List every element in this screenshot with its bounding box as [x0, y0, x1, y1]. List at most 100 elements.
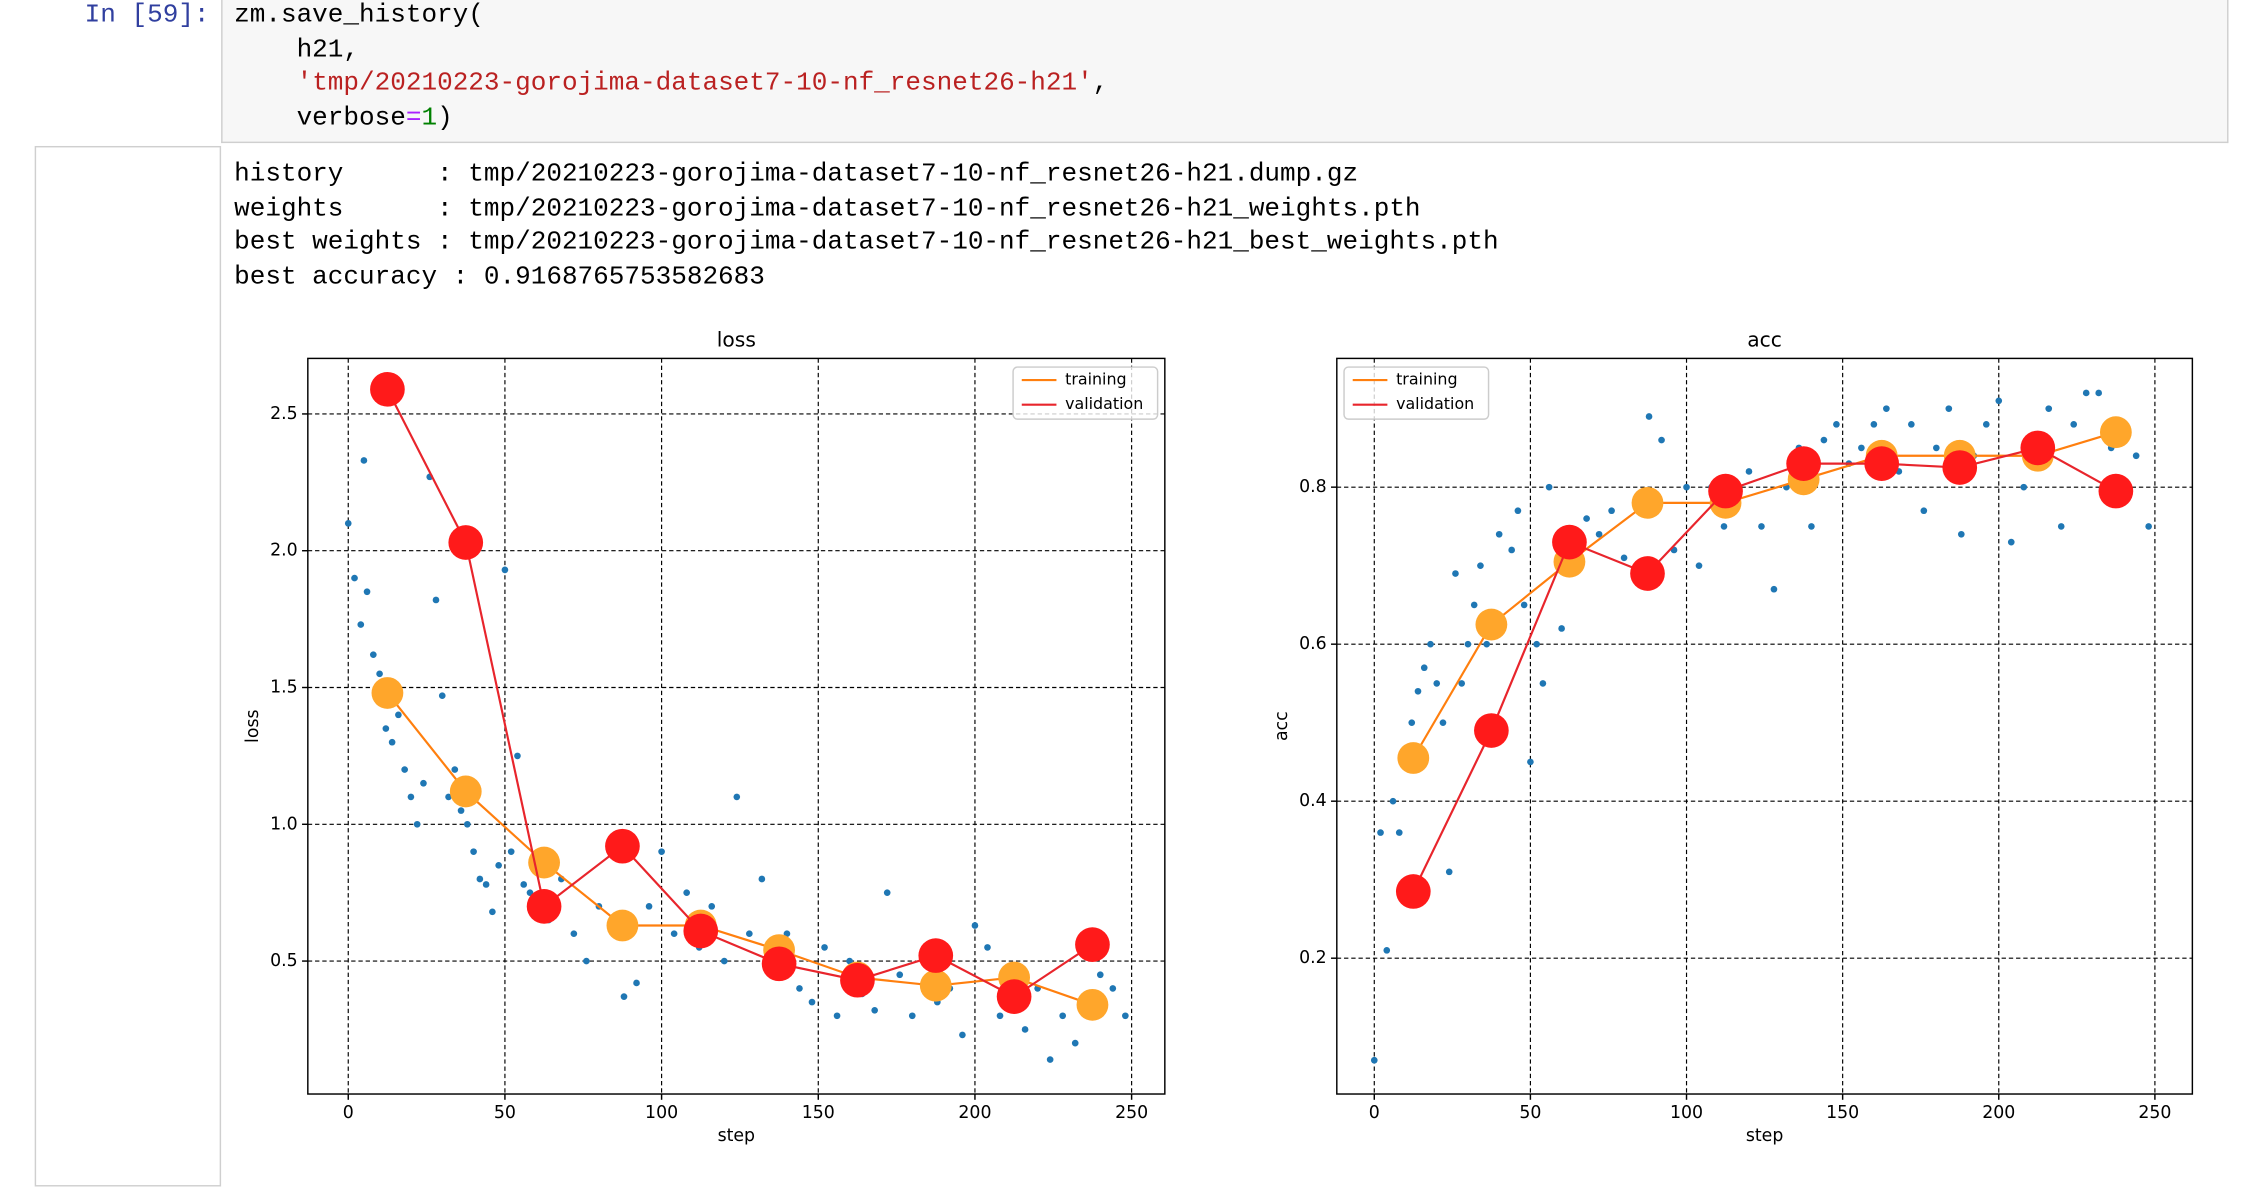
- scatter-point: [2007, 538, 2015, 546]
- y-tick-label: 1.0: [270, 814, 298, 834]
- series-marker: [2098, 473, 2134, 509]
- scatter-point: [360, 457, 368, 464]
- scatter-point: [520, 881, 528, 888]
- scatter-point: [470, 848, 477, 855]
- scatter-point: [746, 930, 753, 938]
- series-marker: [449, 775, 482, 808]
- scatter-point: [796, 985, 803, 992]
- series-marker: [448, 525, 484, 560]
- scatter-point: [2057, 523, 2065, 530]
- x-tick-label: 0: [343, 1103, 354, 1123]
- y-tick-label: 0.8: [1299, 477, 1327, 497]
- series-marker: [919, 969, 952, 1002]
- axes-frame: [307, 357, 1166, 1095]
- y-tick-label: 2.0: [270, 541, 298, 561]
- output-line: history : tmp/20210223-gorojima-dataset7…: [234, 160, 1359, 190]
- legend-label: training: [1065, 370, 1127, 389]
- code-line: 'tmp/20210223-gorojima-dataset7-10-nf_re…: [234, 68, 1109, 102]
- scatter-point: [1957, 530, 1965, 538]
- scatter-point: [476, 875, 484, 883]
- series-marker: [840, 962, 875, 998]
- scatter-point: [1414, 687, 1422, 695]
- scatter-point: [1583, 515, 1590, 522]
- scatter-point: [363, 588, 371, 596]
- code: zm.save_history( h21, 'tmp/20210223-goro…: [234, 0, 1108, 136]
- series-marker: [1864, 446, 1900, 481]
- scatter-point: [420, 779, 427, 787]
- legend-label: validation: [1396, 394, 1474, 413]
- series-marker: [2020, 430, 2056, 466]
- series-marker: [605, 828, 640, 864]
- code-line: zm.save_history(: [234, 0, 1108, 34]
- x-tick-label: 50: [494, 1103, 516, 1123]
- scatter-point: [1770, 585, 1778, 593]
- scatter-point: [495, 861, 502, 869]
- series-marker: [606, 909, 639, 942]
- scatter-point: [871, 1006, 878, 1014]
- scatter-point: [620, 993, 628, 1000]
- scatter-point: [1539, 680, 1547, 687]
- chart-title: loss: [717, 328, 756, 352]
- series-marker: [1942, 450, 1978, 485]
- scatter-point: [645, 903, 653, 910]
- scatter-point: [507, 848, 515, 855]
- scatter-point: [401, 766, 408, 773]
- scatter-point: [357, 621, 365, 628]
- scatter-point: [1508, 546, 1515, 554]
- scatter-point: [1427, 640, 1434, 648]
- scatter-point: [1933, 444, 1940, 452]
- scatter-point: [1383, 947, 1391, 954]
- y-tick-label: 0.2: [1299, 948, 1327, 968]
- legend-label: validation: [1065, 394, 1143, 413]
- scatter-point: [1870, 421, 1878, 428]
- x-tick-label: 0: [1369, 1103, 1380, 1123]
- scatter-point: [376, 670, 383, 678]
- series-marker: [1076, 988, 1109, 1021]
- series-line: [1412, 446, 2117, 892]
- scatter-point: [482, 881, 490, 888]
- x-tick-label: 200: [958, 1103, 991, 1123]
- scatter-point: [1558, 625, 1565, 632]
- scatter-point: [382, 725, 390, 732]
- scatter-point: [413, 820, 421, 828]
- scatter-point: [1483, 640, 1491, 648]
- plot-area: [307, 358, 1165, 1095]
- scatter-point: [1820, 436, 1828, 444]
- code-token: =: [405, 103, 422, 133]
- scatter-point: [896, 971, 904, 979]
- code-cell[interactable]: zm.save_history( h21, 'tmp/20210223-goro…: [221, 0, 2229, 144]
- y-axis-label: loss: [243, 709, 263, 742]
- axes-frame: [1336, 357, 2194, 1095]
- scatter-point: [1620, 554, 1628, 562]
- scatter-point: [501, 566, 509, 574]
- scatter-point: [883, 889, 891, 896]
- code-line: verbose=1): [234, 102, 1108, 136]
- scatter-point: [463, 820, 471, 828]
- scatter-point: [1021, 1026, 1029, 1033]
- scatter-point: [733, 793, 741, 801]
- scatter-point: [1408, 719, 1416, 727]
- legend-label: training: [1396, 370, 1458, 389]
- scatter-point: [489, 908, 496, 916]
- scatter-point: [1458, 680, 1466, 687]
- scatter-point: [1059, 1012, 1067, 1020]
- scatter-point: [570, 930, 578, 938]
- scatter-point: [1982, 421, 1990, 428]
- scatter-point: [451, 766, 459, 773]
- x-tick-label: 150: [802, 1103, 835, 1123]
- series-line: [386, 388, 1094, 998]
- scatter-point: [833, 1012, 841, 1020]
- x-tick-label: 100: [645, 1103, 678, 1123]
- x-tick-label: 100: [1670, 1103, 1703, 1123]
- input-prompt: In [59]:: [84, 1, 210, 31]
- output-line: best accuracy : 0.9168765753582683: [234, 263, 765, 293]
- code-token: h21,: [234, 35, 360, 65]
- y-axis-label: acc: [1272, 711, 1292, 741]
- scatter-point: [1883, 405, 1890, 412]
- scatter-point: [658, 848, 665, 855]
- series-marker: [1786, 446, 1821, 481]
- series-marker: [1395, 874, 1431, 909]
- scatter-point: [971, 922, 979, 929]
- scatter-point: [1439, 719, 1447, 727]
